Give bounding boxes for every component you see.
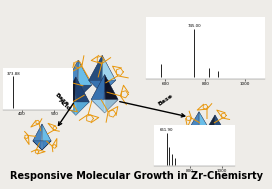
Polygon shape	[89, 55, 116, 80]
Polygon shape	[91, 75, 105, 111]
Polygon shape	[33, 124, 51, 141]
Polygon shape	[42, 124, 51, 149]
Polygon shape	[62, 102, 89, 115]
Polygon shape	[33, 141, 51, 150]
Polygon shape	[205, 115, 215, 141]
Polygon shape	[33, 124, 42, 149]
Polygon shape	[205, 133, 225, 142]
Polygon shape	[65, 60, 92, 85]
Polygon shape	[188, 129, 209, 139]
Polygon shape	[205, 115, 225, 133]
Polygon shape	[215, 115, 225, 141]
Polygon shape	[76, 77, 89, 113]
Text: Base: Base	[54, 92, 70, 107]
Polygon shape	[65, 85, 92, 99]
Polygon shape	[65, 60, 78, 97]
Text: Acid: Acid	[58, 98, 72, 112]
Polygon shape	[91, 75, 118, 100]
Polygon shape	[188, 112, 209, 129]
Polygon shape	[33, 141, 42, 150]
Polygon shape	[105, 75, 118, 111]
Polygon shape	[89, 80, 116, 94]
Polygon shape	[89, 55, 102, 92]
Text: Base: Base	[157, 93, 173, 107]
Polygon shape	[42, 141, 51, 150]
Polygon shape	[102, 55, 116, 92]
Polygon shape	[78, 60, 92, 97]
Polygon shape	[62, 77, 89, 102]
Polygon shape	[188, 112, 199, 138]
Polygon shape	[62, 77, 76, 113]
Polygon shape	[199, 112, 209, 138]
Text: Responsive Molecular Growth in Zr-Chemisrty: Responsive Molecular Growth in Zr-Chemis…	[10, 171, 262, 181]
Polygon shape	[91, 100, 118, 113]
